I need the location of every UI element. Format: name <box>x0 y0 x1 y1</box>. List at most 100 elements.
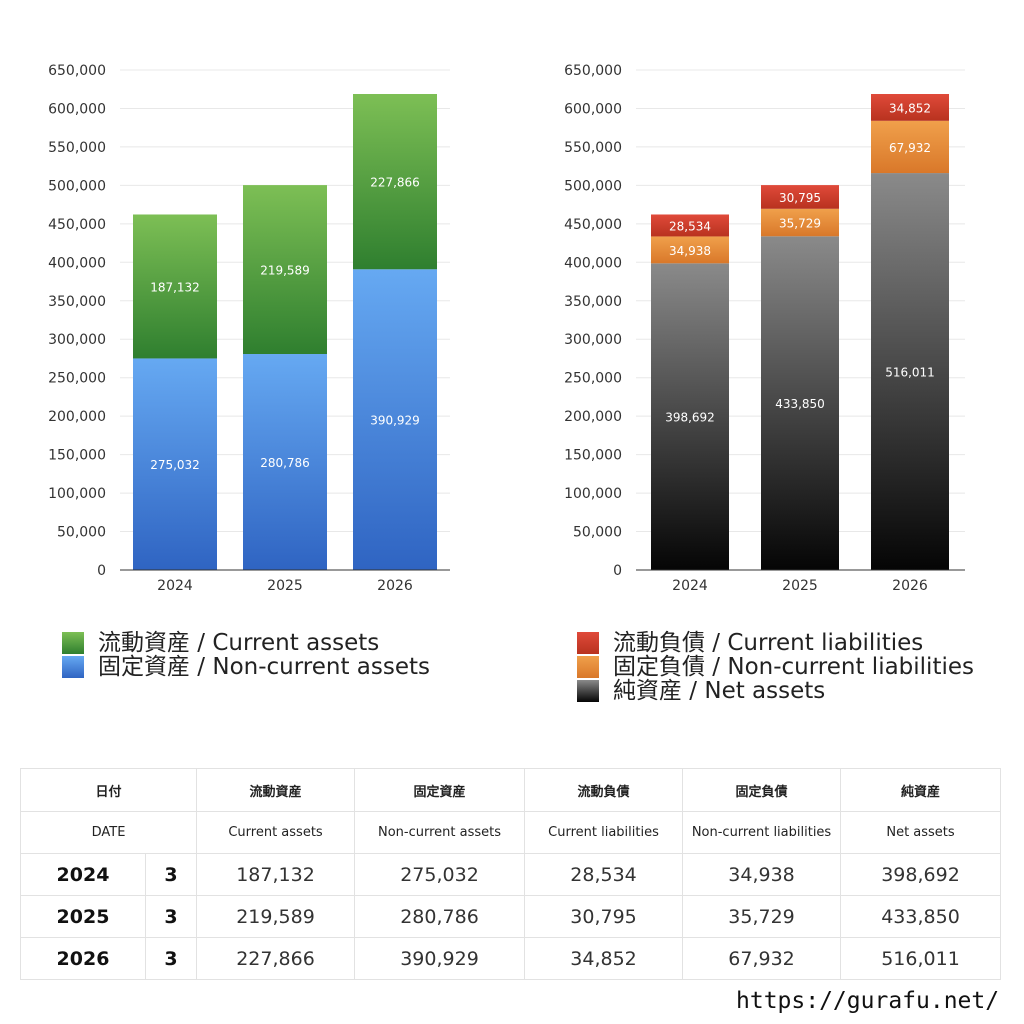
header-noncurrent-liabilities-jp: 固定負債 <box>682 768 842 812</box>
legend-swatch-current-liabilities <box>577 632 599 654</box>
legend-swatch-current-assets <box>62 632 84 654</box>
data-label: 390,929 <box>370 414 420 428</box>
data-label: 280,786 <box>260 456 310 470</box>
cell-net-assets: 516,011 <box>840 937 1002 980</box>
row-year: 2024 <box>20 853 146 896</box>
legend-item-current-liabilities: 流動負債 / Current liabilities <box>577 631 974 655</box>
y-tick-label: 0 <box>613 563 622 579</box>
table-row: 2025 3 219,589 280,786 30,795 35,729 433… <box>20 895 1002 938</box>
data-label: 516,011 <box>885 366 935 380</box>
y-tick-label: 650,000 <box>564 63 622 79</box>
y-tick-label: 300,000 <box>564 332 622 348</box>
bar-segment-net-assets <box>871 173 949 570</box>
x-tick-label: 2026 <box>892 578 928 594</box>
legend-label-net-assets: 純資産 / Net assets <box>613 678 826 704</box>
data-label: 227,866 <box>370 176 420 190</box>
financial-data-table: 日付 流動資産 固定資産 流動負債 固定負債 純資産 DATE Current … <box>19 768 1002 980</box>
bar-segment-current-assets <box>133 214 217 359</box>
legend-item-noncurrent-liabilities: 固定負債 / Non-current liabilities <box>577 655 974 679</box>
y-tick-label: 600,000 <box>48 101 106 117</box>
cell-current-liabilities: 34,852 <box>524 937 684 980</box>
x-tick-label: 2024 <box>157 578 193 594</box>
cell-net-assets: 398,692 <box>840 853 1002 896</box>
y-tick-label: 100,000 <box>564 486 622 502</box>
row-year: 2026 <box>20 937 146 980</box>
legend-label-noncurrent-liabilities: 固定負債 / Non-current liabilities <box>613 654 974 680</box>
header-noncurrent-liabilities-en: Non-current liabilities <box>682 811 842 854</box>
y-tick-label: 400,000 <box>564 255 622 271</box>
legend-label-current-assets: 流動資産 / Current assets <box>98 630 380 656</box>
legend-label-current-liabilities: 流動負債 / Current liabilities <box>613 630 924 656</box>
cell-noncurrent-assets: 275,032 <box>354 853 526 896</box>
legend-swatch-net-assets <box>577 680 599 702</box>
bar-segment-noncurrent-liabilities <box>651 236 729 264</box>
data-label: 34,852 <box>889 101 931 115</box>
cell-noncurrent-assets: 390,929 <box>354 937 526 980</box>
y-tick-label: 350,000 <box>48 294 106 310</box>
y-tick-label: 150,000 <box>48 448 106 464</box>
cell-current-assets: 219,589 <box>196 895 356 938</box>
legend-label-noncurrent-assets: 固定資産 / Non-current assets <box>98 654 431 680</box>
header-current-assets-jp: 流動資産 <box>196 768 356 812</box>
data-label: 275,032 <box>150 458 200 472</box>
data-label: 398,692 <box>665 411 715 425</box>
header-net-assets-en: Net assets <box>840 811 1002 854</box>
row-month: 3 <box>144 895 198 938</box>
data-label: 28,534 <box>669 219 711 233</box>
y-tick-label: 200,000 <box>48 409 106 425</box>
header-current-assets-en: Current assets <box>196 811 356 854</box>
header-current-liabilities-en: Current liabilities <box>524 811 684 854</box>
bar-segment-current-liabilities <box>761 185 839 209</box>
y-tick-label: 100,000 <box>48 486 106 502</box>
cell-noncurrent-assets: 280,786 <box>354 895 526 938</box>
table-header-row-jp: 日付 流動資産 固定資産 流動負債 固定負債 純資産 <box>19 768 1002 812</box>
bar-segment-net-assets <box>761 236 839 570</box>
header-noncurrent-assets-en: Non-current assets <box>354 811 526 854</box>
table-row: 2026 3 227,866 390,929 34,852 67,932 516… <box>20 937 1002 980</box>
y-tick-label: 400,000 <box>48 255 106 271</box>
cell-current-assets: 227,866 <box>196 937 356 980</box>
cell-current-assets: 187,132 <box>196 853 356 896</box>
bar-segment-current-liabilities <box>871 94 949 121</box>
y-tick-label: 200,000 <box>564 409 622 425</box>
legend-item-net-assets: 純資産 / Net assets <box>577 679 974 703</box>
y-tick-label: 50,000 <box>57 525 106 541</box>
data-label: 433,850 <box>775 397 825 411</box>
table-header-row-en: DATE Current assets Non-current assets C… <box>19 811 1002 854</box>
data-label: 187,132 <box>150 280 200 294</box>
cell-current-liabilities: 28,534 <box>524 853 684 896</box>
header-date-en: DATE <box>19 811 198 854</box>
bar-segment-current-assets <box>243 185 327 355</box>
cell-noncurrent-liabilities: 35,729 <box>682 895 842 938</box>
y-tick-label: 250,000 <box>48 371 106 387</box>
liabilities-netassets-chart: 0 50,000 100,000 150,000 200,000 250,000 300,0… <box>564 63 965 594</box>
legend-right: 流動負債 / Current liabilities 固定負債 / Non-cu… <box>577 631 974 703</box>
x-tick-label: 2026 <box>377 578 413 594</box>
row-month: 3 <box>144 937 198 980</box>
y-tick-label: 50,000 <box>573 525 622 541</box>
row-month: 3 <box>144 853 198 896</box>
legend-item-current-assets: 流動資産 / Current assets <box>62 631 430 655</box>
x-tick-label: 2025 <box>782 578 818 594</box>
header-current-liabilities-jp: 流動負債 <box>524 768 684 812</box>
bar-segment-noncurrent-assets <box>243 354 327 570</box>
cell-current-liabilities: 30,795 <box>524 895 684 938</box>
y-tick-label: 600,000 <box>564 101 622 117</box>
y-tick-label: 150,000 <box>564 448 622 464</box>
legend-swatch-noncurrent-assets <box>62 656 84 678</box>
bar-segment-noncurrent-liabilities <box>761 208 839 237</box>
y-tick-label: 0 <box>97 563 106 579</box>
y-tick-label: 550,000 <box>564 140 622 156</box>
bar-segment-current-liabilities <box>651 214 729 237</box>
bar-segment-current-assets <box>353 94 437 270</box>
bar-segment-noncurrent-assets <box>133 358 217 570</box>
header-date-jp: 日付 <box>19 768 198 812</box>
data-label: 35,729 <box>779 217 821 231</box>
cell-noncurrent-liabilities: 67,932 <box>682 937 842 980</box>
bar-segment-noncurrent-assets <box>353 269 437 570</box>
legend-item-noncurrent-assets: 固定資産 / Non-current assets <box>62 655 430 679</box>
header-net-assets-jp: 純資産 <box>840 768 1002 812</box>
y-tick-label: 500,000 <box>48 178 106 194</box>
y-tick-label: 350,000 <box>564 294 622 310</box>
legend-swatch-noncurrent-liabilities <box>577 656 599 678</box>
